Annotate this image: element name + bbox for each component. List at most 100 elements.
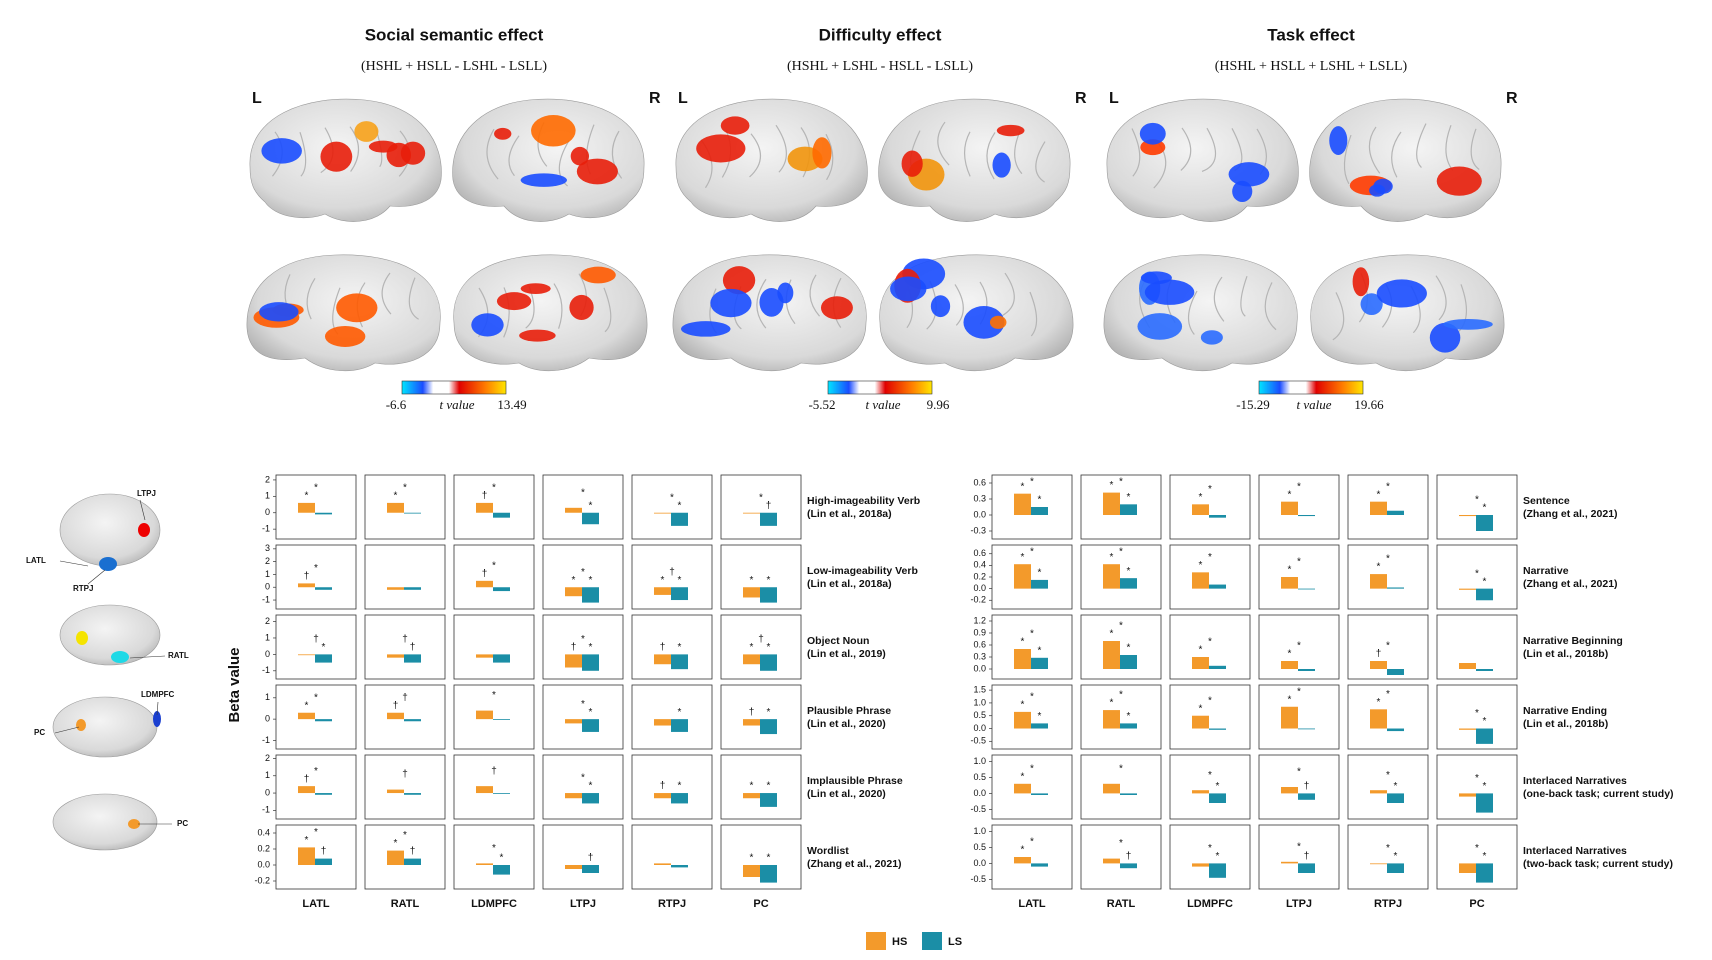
bar <box>1192 790 1209 794</box>
row-subtitle: (one-back task; current study) <box>1523 788 1674 800</box>
row-subtitle: (Lin et al., 2018a) <box>807 578 892 590</box>
plot-cell <box>1169 684 1251 750</box>
roi-brain <box>52 793 158 851</box>
bar <box>298 712 315 720</box>
activation <box>1144 279 1195 305</box>
activation <box>963 306 1005 339</box>
sulcus <box>558 140 570 187</box>
significance-mark: * <box>581 773 585 784</box>
bar <box>743 654 760 665</box>
plot-cell <box>364 754 446 820</box>
plot-cell <box>1258 544 1340 610</box>
significance-mark: * <box>1377 697 1381 708</box>
bar <box>404 719 421 722</box>
significance-mark: † <box>402 634 408 645</box>
y-tick-label: -1 <box>262 805 270 815</box>
significance-mark: * <box>1394 781 1398 792</box>
bar <box>298 786 315 794</box>
activation <box>570 146 590 166</box>
activation <box>696 134 746 163</box>
brain-surface <box>453 254 648 372</box>
bar <box>1192 572 1209 589</box>
bar <box>1298 515 1315 517</box>
bar <box>1014 493 1031 515</box>
bar <box>743 719 760 726</box>
bar <box>760 512 777 526</box>
bar <box>298 502 315 513</box>
significance-mark: * <box>1297 641 1301 652</box>
bar <box>1209 584 1226 589</box>
row-title: Sentence <box>1523 495 1570 507</box>
bar <box>1103 858 1120 864</box>
activation <box>496 292 532 311</box>
plot-cell <box>542 474 624 540</box>
bar <box>1476 728 1493 744</box>
significance-mark: † <box>758 634 764 645</box>
colorbar <box>401 380 507 395</box>
brain-surface <box>1310 254 1505 372</box>
significance-mark: * <box>1030 763 1034 774</box>
significance-mark: * <box>589 642 593 653</box>
roi-brain <box>59 604 161 666</box>
significance-mark: * <box>1119 763 1123 774</box>
significance-mark: * <box>1119 838 1123 849</box>
significance-mark: * <box>394 491 398 502</box>
significance-mark: * <box>581 487 585 498</box>
bar <box>582 719 599 732</box>
significance-mark: * <box>1288 489 1292 500</box>
bar <box>582 587 599 603</box>
plot-cell <box>631 754 713 820</box>
significance-mark: † <box>588 853 594 864</box>
y-tick-label: 0.3 <box>973 651 986 661</box>
bar <box>760 793 777 807</box>
significance-mark: * <box>1030 547 1034 558</box>
significance-mark: * <box>750 781 754 792</box>
y-tick-label: 0 <box>265 649 270 659</box>
activation <box>471 313 504 337</box>
sulcus <box>1002 272 1015 316</box>
y-tick-label: 0.0 <box>973 723 986 733</box>
significance-mark: * <box>1030 477 1034 488</box>
significance-mark: * <box>661 575 665 586</box>
activation <box>261 138 302 164</box>
significance-mark: * <box>394 838 398 849</box>
bar <box>565 587 582 597</box>
bar <box>387 789 404 794</box>
significance-mark: * <box>767 642 771 653</box>
significance-mark: † <box>491 766 497 777</box>
activation <box>1137 313 1183 340</box>
plot-cell <box>542 684 624 750</box>
significance-mark: † <box>482 568 488 579</box>
activation <box>1200 330 1223 345</box>
y-tick-label: -0.5 <box>970 804 986 814</box>
activation <box>1352 267 1370 297</box>
plot-cell <box>453 474 535 540</box>
significance-mark: * <box>1377 489 1381 500</box>
bar <box>1120 504 1137 515</box>
plot-cell <box>453 544 535 610</box>
activation <box>576 158 618 185</box>
plot-cell <box>542 754 624 820</box>
activation <box>354 121 379 142</box>
significance-mark: * <box>1208 843 1212 854</box>
bar <box>1387 669 1404 675</box>
cortex <box>453 254 648 372</box>
significance-mark: * <box>670 492 674 503</box>
significance-mark: * <box>1386 481 1390 492</box>
activation <box>1360 293 1383 316</box>
cortex <box>1103 254 1298 372</box>
colorbar-min: -6.6 <box>386 397 407 412</box>
roi-spot <box>76 719 86 731</box>
significance-mark: * <box>1386 689 1390 700</box>
bar <box>743 587 760 598</box>
significance-mark: * <box>1127 566 1131 577</box>
bar <box>404 654 421 663</box>
bar <box>1120 793 1137 795</box>
plot-cell <box>720 474 802 540</box>
significance-mark: * <box>1021 552 1025 563</box>
y-tick-label: 0 <box>265 714 270 724</box>
significance-mark: † <box>1304 781 1310 792</box>
sulcus <box>381 272 392 315</box>
activation <box>1329 126 1348 155</box>
significance-mark: * <box>1021 771 1025 782</box>
